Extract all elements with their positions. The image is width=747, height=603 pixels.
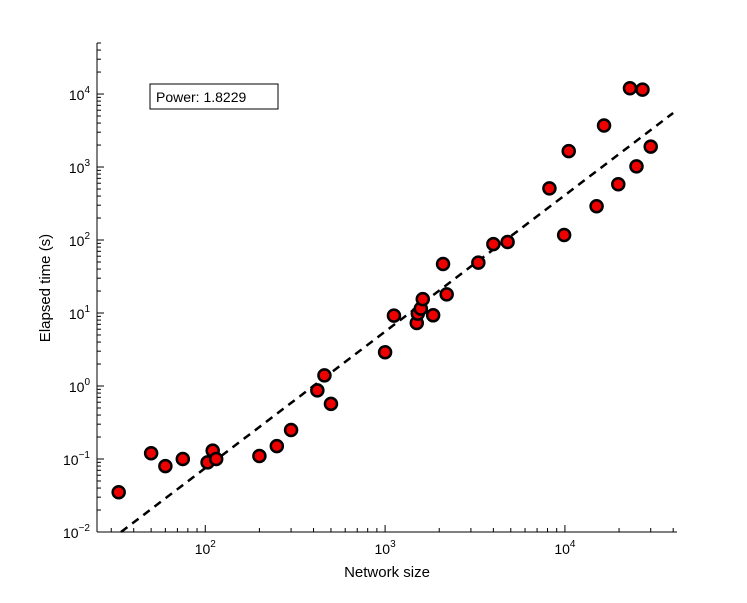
data-point — [643, 139, 658, 154]
tick-marks — [97, 42, 674, 533]
data-point — [596, 118, 612, 133]
data-point — [629, 159, 644, 174]
data-point — [435, 256, 451, 272]
annotation-box: Power: 1.8229 — [149, 83, 279, 110]
y-tick-label: 103 — [69, 158, 91, 176]
data-point — [556, 227, 572, 243]
data-point — [622, 80, 638, 96]
y-tick-label: 100 — [69, 377, 91, 395]
data-point — [377, 345, 393, 360]
data-point — [425, 308, 441, 323]
y-tick-label: 10−1 — [63, 450, 90, 468]
data-point — [208, 451, 224, 467]
x-tick-label: 104 — [554, 539, 576, 557]
data-point — [317, 368, 332, 383]
data-points — [111, 80, 658, 500]
data-point — [471, 255, 486, 270]
data-point — [415, 291, 431, 307]
data-point — [386, 308, 402, 323]
data-point — [500, 234, 515, 250]
data-point — [158, 458, 173, 474]
data-point — [589, 199, 604, 214]
data-point — [542, 181, 557, 196]
data-point — [252, 448, 267, 464]
data-point — [310, 383, 325, 398]
data-point — [486, 236, 501, 252]
annotation-frame — [149, 83, 279, 110]
axes — [96, 43, 677, 533]
y-tick-label: 101 — [69, 304, 91, 322]
data-point — [323, 396, 339, 412]
data-point — [611, 177, 626, 192]
tick-labels: 102 103 104 10−2 10−1 100 101 102 103 104 — [63, 85, 576, 557]
data-point — [111, 485, 126, 500]
data-point — [143, 445, 159, 461]
y-tick-label: 104 — [69, 85, 91, 103]
x-tick-label: 102 — [195, 539, 217, 557]
data-point — [635, 82, 650, 97]
x-axis-label: Network size — [344, 564, 430, 581]
y-axis-label: Elapsed time (s) — [37, 234, 54, 342]
data-point — [283, 422, 299, 438]
y-tick-label: 10−2 — [63, 523, 90, 541]
x-tick-label: 103 — [375, 539, 397, 557]
annotation-text: Power: 1.8229 — [156, 89, 246, 105]
data-point — [269, 438, 285, 454]
y-tick-label: 102 — [69, 231, 91, 249]
data-point — [175, 451, 191, 467]
data-point — [439, 287, 454, 302]
data-point — [561, 143, 576, 159]
